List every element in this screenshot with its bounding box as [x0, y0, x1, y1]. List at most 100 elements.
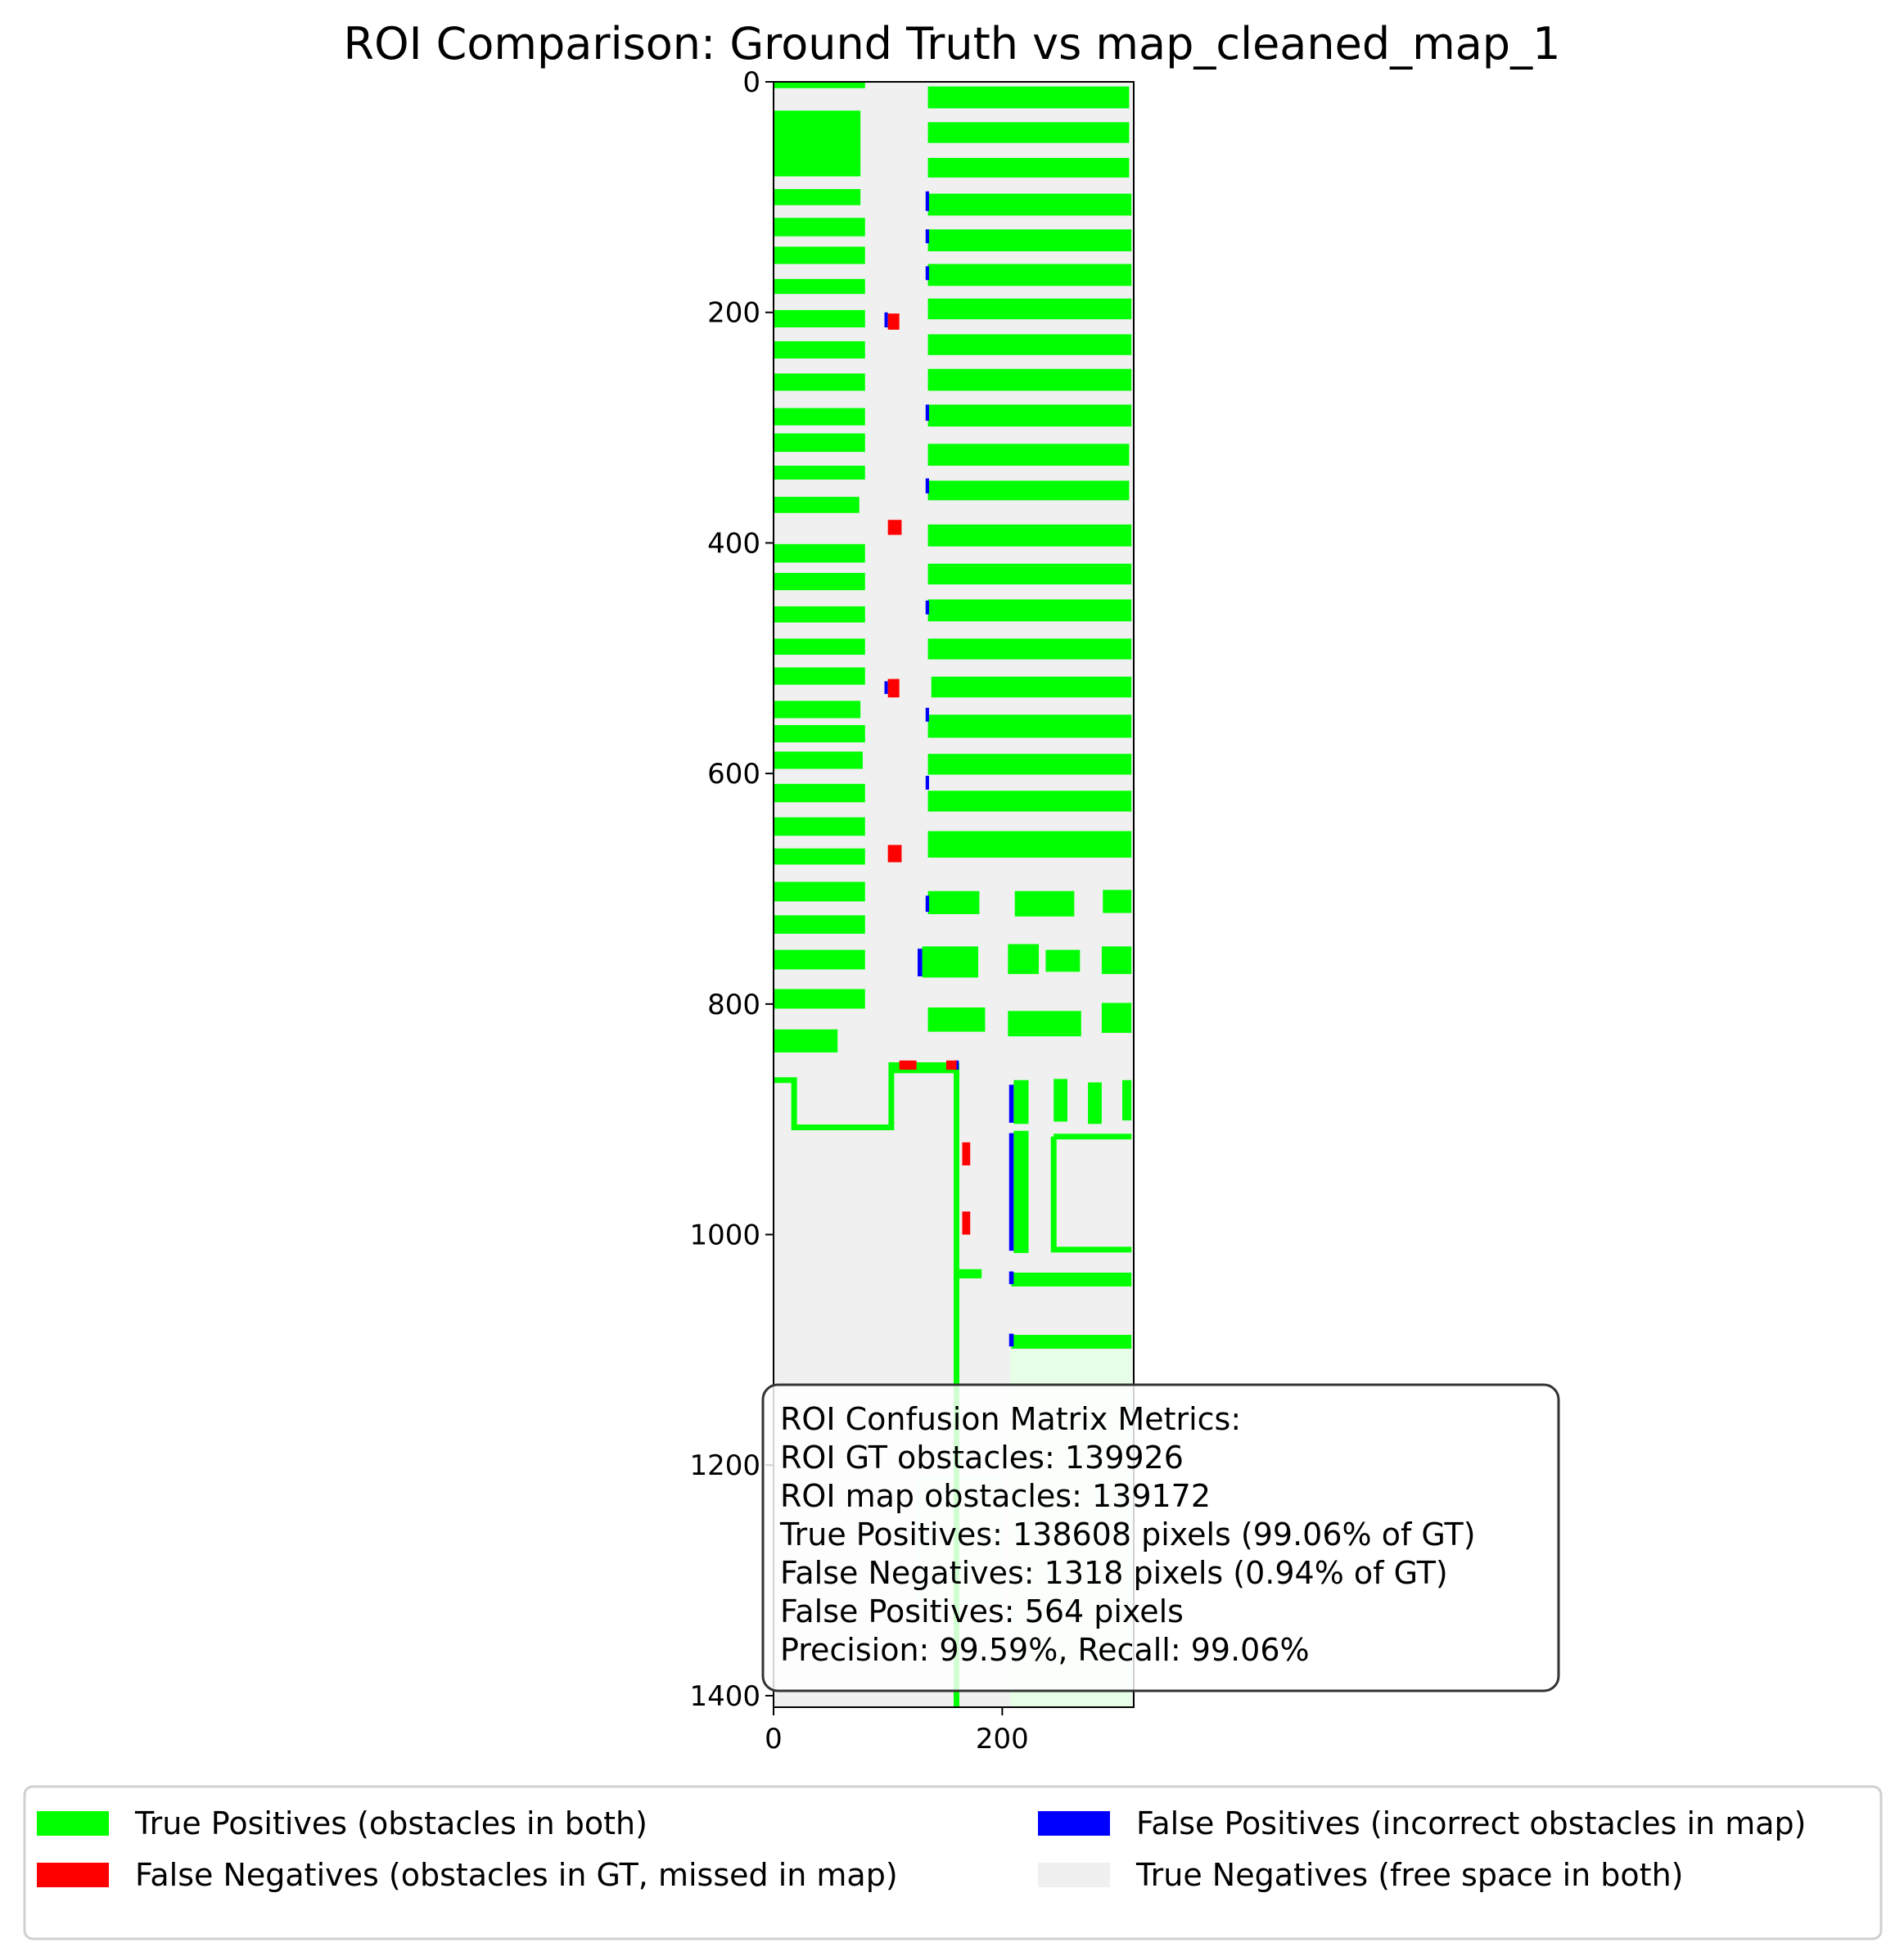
true-positive-region: [927, 122, 1130, 143]
true-positive-region: [1122, 1079, 1132, 1121]
true-positive-region: [774, 783, 865, 803]
true-positive-region: [1008, 944, 1040, 975]
true-positive-region: [774, 188, 861, 205]
true-positive-region: [774, 701, 861, 719]
x-tick-label: 0: [765, 1723, 783, 1755]
true-positive-region: [1014, 890, 1075, 917]
chart-title: ROI Comparison: Ground Truth vs map_clea…: [344, 18, 1561, 70]
false-positive-region: [1008, 1333, 1014, 1347]
legend: True Positives (obstacles in both) False …: [23, 1785, 1883, 1940]
true-positive-region: [1103, 890, 1132, 913]
true-positive-region: [893, 1064, 957, 1074]
metrics-line: True Positives: 138608 pixels (99.06% of…: [779, 1517, 1476, 1553]
y-tick-label: 400: [707, 527, 760, 560]
metrics-box-frame: [761, 1383, 1560, 1692]
false-negative-region: [899, 1060, 917, 1070]
true-positive-region: [927, 193, 1132, 216]
legend-swatch: [37, 1811, 109, 1836]
legend-label: False Positives (incorrect obstacles in …: [1136, 1805, 1806, 1841]
true-positive-region: [927, 638, 1132, 660]
metrics-line: ROI map obstacles: 139172: [780, 1478, 1211, 1514]
true-positive-region: [956, 1269, 982, 1279]
true-positive-region: [922, 946, 979, 978]
metrics-line: False Negatives: 1318 pixels (0.94% of G…: [780, 1555, 1448, 1591]
true-positive-region: [774, 110, 861, 177]
true-positive-region: [774, 309, 865, 328]
true-positive-region: [774, 497, 860, 513]
false-positive-region: [925, 404, 929, 421]
legend-label: True Positives (obstacles in both): [134, 1805, 647, 1841]
true-positive-region: [927, 157, 1130, 178]
y-tick-label: 1000: [689, 1219, 760, 1252]
true-positive-region: [774, 433, 865, 453]
false-positive-region: [1008, 1133, 1014, 1251]
true-positive-region: [927, 890, 980, 914]
true-positive-region: [927, 524, 1132, 547]
false-positive-region: [925, 266, 929, 281]
true-positive-region: [927, 334, 1132, 355]
y-tick-label: 1200: [689, 1449, 760, 1482]
metrics-line: False Positives: 564 pixels: [780, 1593, 1184, 1629]
true-positive-region: [1101, 946, 1132, 975]
y-tick-label: 0: [742, 66, 760, 99]
metrics-line: Precision: 99.59%, Recall: 99.06%: [780, 1632, 1310, 1668]
true-positive-region: [927, 86, 1130, 109]
true-positive-region: [927, 229, 1132, 252]
true-positive-region: [931, 676, 1132, 698]
true-positive-region: [774, 848, 865, 865]
true-positive-region: [774, 915, 865, 934]
true-positive-region: [927, 714, 1132, 738]
true-positive-region: [927, 444, 1130, 466]
false-negative-region: [962, 1142, 971, 1165]
false-positive-region: [884, 681, 888, 694]
y-tick-label: 600: [707, 758, 760, 791]
true-positive-region: [774, 373, 865, 391]
false-positive-region: [925, 707, 929, 722]
legend-swatch: [1038, 1863, 1110, 1887]
true-positive-region: [774, 218, 865, 237]
true-positive-region: [1011, 1335, 1132, 1349]
metrics-box: ROI Confusion Matrix Metrics:ROI GT obst…: [761, 1383, 1560, 1692]
true-positive-region: [774, 573, 865, 591]
false-positive-region: [925, 895, 929, 913]
true-positive-region: [927, 480, 1130, 501]
legend-label: False Negatives (obstacles in GT, missed…: [135, 1857, 898, 1893]
y-tick-label: 800: [707, 989, 760, 1021]
false-negative-region: [887, 313, 900, 330]
true-positive-region: [774, 817, 865, 836]
metrics-line: ROI GT obstacles: 139926: [780, 1440, 1184, 1476]
y-tick-label: 200: [707, 297, 760, 330]
metrics-heading: ROI Confusion Matrix Metrics:: [780, 1401, 1241, 1437]
true-positive-region: [774, 989, 865, 1009]
true-positive-region: [774, 340, 865, 359]
true-positive-region: [1054, 1079, 1067, 1122]
true-positive-region: [774, 246, 865, 264]
true-positive-region: [927, 791, 1132, 812]
legend-swatch: [37, 1863, 109, 1887]
legend-swatch: [1038, 1811, 1110, 1836]
legend-frame: [23, 1785, 1883, 1940]
true-positive-region: [927, 754, 1132, 775]
true-positive-region: [927, 831, 1132, 858]
false-positive-region: [918, 949, 923, 977]
true-positive-region: [1045, 949, 1081, 972]
true-positive-region: [927, 368, 1132, 391]
false-positive-region: [925, 600, 929, 615]
true-positive-region: [927, 599, 1132, 622]
false-positive-region: [884, 312, 888, 328]
false-negative-region: [887, 520, 902, 535]
true-positive-region: [774, 543, 865, 563]
y-tick-label: 1400: [689, 1680, 760, 1713]
true-positive-region: [774, 408, 865, 426]
true-positive-region: [774, 751, 863, 769]
axes-frame: [773, 81, 1135, 1708]
true-positive-region: [774, 466, 865, 480]
true-positive-region: [774, 667, 865, 685]
true-positive-region: [774, 881, 865, 902]
true-positive-region: [927, 404, 1132, 427]
true-positive-region: [1013, 1079, 1029, 1124]
true-positive-region: [1013, 1130, 1029, 1254]
true-positive-region: [927, 563, 1132, 585]
